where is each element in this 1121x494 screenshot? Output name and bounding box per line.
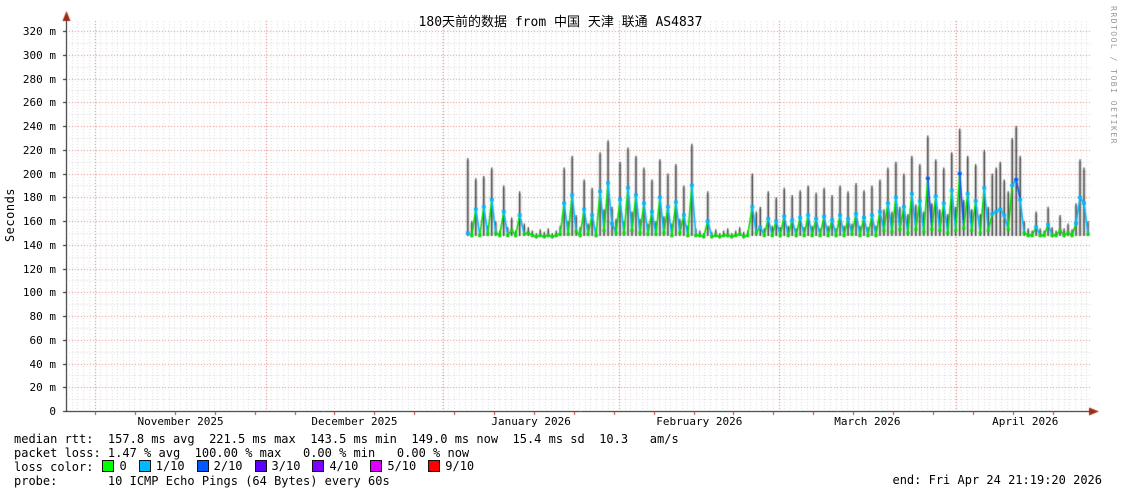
loss-color-swatch bbox=[254, 460, 267, 472]
loss-level-label: 9/10 bbox=[445, 459, 475, 473]
median-rtt-stats: median rtt: 157.8 ms avg 221.5 ms max 14… bbox=[14, 432, 679, 446]
loss-level-item: 3/10 bbox=[254, 459, 301, 473]
y-tick-label: 140 m bbox=[22, 238, 56, 252]
loss-level-item: 9/10 bbox=[428, 459, 474, 473]
loss-color-key: loss color: 0 1/10 2/10 3/10 4/10 5/10 9/10 bbox=[14, 459, 679, 475]
y-tick-label: 180 m bbox=[22, 191, 56, 205]
loss-level-label: 0 bbox=[119, 459, 127, 473]
x-axis-month-labels: November 2025 December 2025 January 2026 Fe… bbox=[137, 415, 1059, 428]
loss-level-label: 1/10 bbox=[155, 459, 185, 473]
x-month-label: February 2026 bbox=[656, 415, 743, 428]
y-tick-label: 280 m bbox=[22, 72, 56, 86]
y-tick-label: 160 m bbox=[22, 215, 56, 228]
y-tick-label: 80 m bbox=[29, 310, 57, 323]
y-tick-label: 120 m bbox=[22, 262, 56, 276]
x-month-label: April 2026 bbox=[992, 415, 1059, 428]
loss-color-swatch bbox=[196, 460, 209, 472]
x-month-label: December 2025 bbox=[311, 415, 398, 428]
x-month-label: March 2026 bbox=[834, 415, 901, 428]
loss-level-label: 3/10 bbox=[271, 459, 301, 473]
probe-description: probe: 10 ICMP Echo Pings (64 Bytes) eve… bbox=[14, 474, 390, 488]
y-tick-label: 0 bbox=[49, 405, 56, 418]
graph-legend: median rtt: 157.8 ms avg 221.5 ms max 14… bbox=[14, 432, 679, 488]
y-tick-label: 300 m bbox=[22, 48, 56, 62]
graph-title: 180天前的数据 from 中国 天津 联通 AS4837 bbox=[418, 15, 703, 30]
y-axis-tick-labels: 320 m 300 m 280 m 260 m 240 m 220 m 200 m 180 m… bbox=[0, 0, 56, 432]
loss-level-item: 5/10 bbox=[370, 459, 416, 473]
x-month-label: January 2026 bbox=[491, 415, 571, 428]
loss-color-items: 0 1/10 2/10 3/10 4/10 5/10 9/10 bbox=[93, 459, 474, 475]
packet-loss-stats: packet loss: 1.47 % avg 100.00 % max 0.0… bbox=[14, 446, 470, 460]
loss-level-item: 4/10 bbox=[312, 459, 358, 473]
loss-level-label: 4/10 bbox=[329, 459, 359, 473]
y-tick-label: 260 m bbox=[22, 96, 56, 110]
loss-color-swatch bbox=[102, 460, 115, 472]
loss-color-label: loss color: bbox=[14, 460, 94, 474]
loss-color-swatch bbox=[370, 460, 383, 472]
loss-level-label: 2/10 bbox=[213, 459, 243, 473]
loss-level-label: 5/10 bbox=[387, 459, 417, 473]
end-timestamp: end: Fri Apr 24 21:19:20 2026 bbox=[892, 473, 1102, 487]
y-tick-label: 100 m bbox=[22, 286, 56, 300]
loss-level-item: 1/10 bbox=[138, 459, 185, 473]
x-month-label: November 2025 bbox=[137, 415, 224, 428]
y-tick-label: 20 m bbox=[29, 381, 57, 395]
y-tick-label: 60 m bbox=[29, 333, 57, 347]
y-tick-label: 200 m bbox=[22, 167, 56, 181]
loss-color-swatch bbox=[428, 460, 441, 472]
y-tick-label: 220 m bbox=[22, 143, 56, 157]
y-tick-label: 240 m bbox=[22, 120, 56, 133]
y-tick-label: 40 m bbox=[29, 357, 57, 371]
loss-level-item: 0 bbox=[102, 459, 127, 473]
rrdtool-watermark: RRDTOOL / TOBI OETIKER bbox=[1109, 6, 1118, 145]
loss-color-swatch bbox=[138, 460, 151, 472]
loss-color-swatch bbox=[312, 460, 325, 472]
y-tick-label: 320 m bbox=[22, 25, 56, 38]
loss-level-item: 2/10 bbox=[196, 459, 243, 473]
latency-graph-canvas bbox=[0, 0, 1121, 432]
